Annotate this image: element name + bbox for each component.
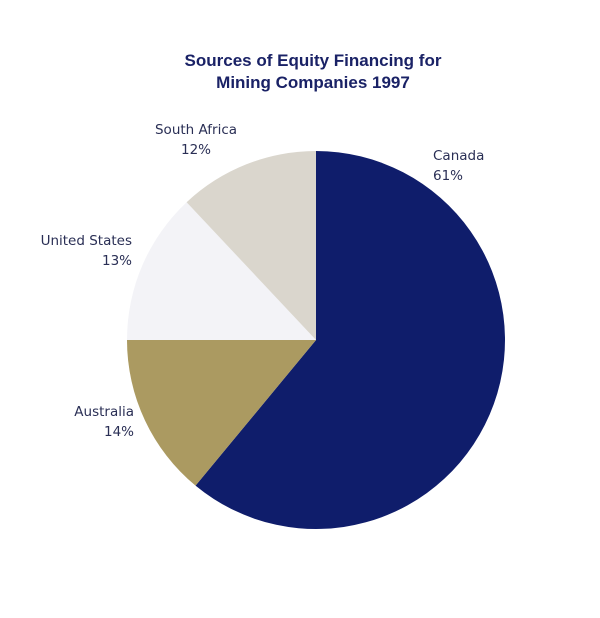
slice-label-canada-name: Canada — [433, 148, 485, 164]
chart-title: Sources of Equity Financing for Mining C… — [0, 50, 600, 94]
slice-label-united-states-name: United States — [40, 233, 132, 249]
pie-slice-united-states — [127, 202, 316, 340]
slice-label-south-africa-name: South Africa — [154, 122, 238, 138]
chart-title-line-2: Mining Companies 1997 — [216, 73, 410, 92]
chart-title-line-1: Sources of Equity Financing for — [184, 51, 442, 70]
slice-label-australia-value: 14% — [103, 424, 134, 440]
slice-label-south-africa: South Africa 12% — [136, 120, 256, 160]
slice-label-united-states: United States 13% — [41, 231, 132, 271]
pie-slice-canada — [195, 151, 505, 529]
pie-slice-south-africa — [186, 151, 316, 340]
pie-slice-australia — [127, 340, 316, 486]
slice-label-canada-value: 61% — [433, 168, 464, 184]
slice-label-canada: Canada 61% — [433, 146, 484, 186]
slice-label-united-states-value: 13% — [101, 253, 132, 269]
slice-label-australia: Australia 14% — [74, 402, 134, 442]
slice-label-south-africa-value: 12% — [180, 142, 211, 158]
slice-label-australia-name: Australia — [74, 404, 134, 420]
